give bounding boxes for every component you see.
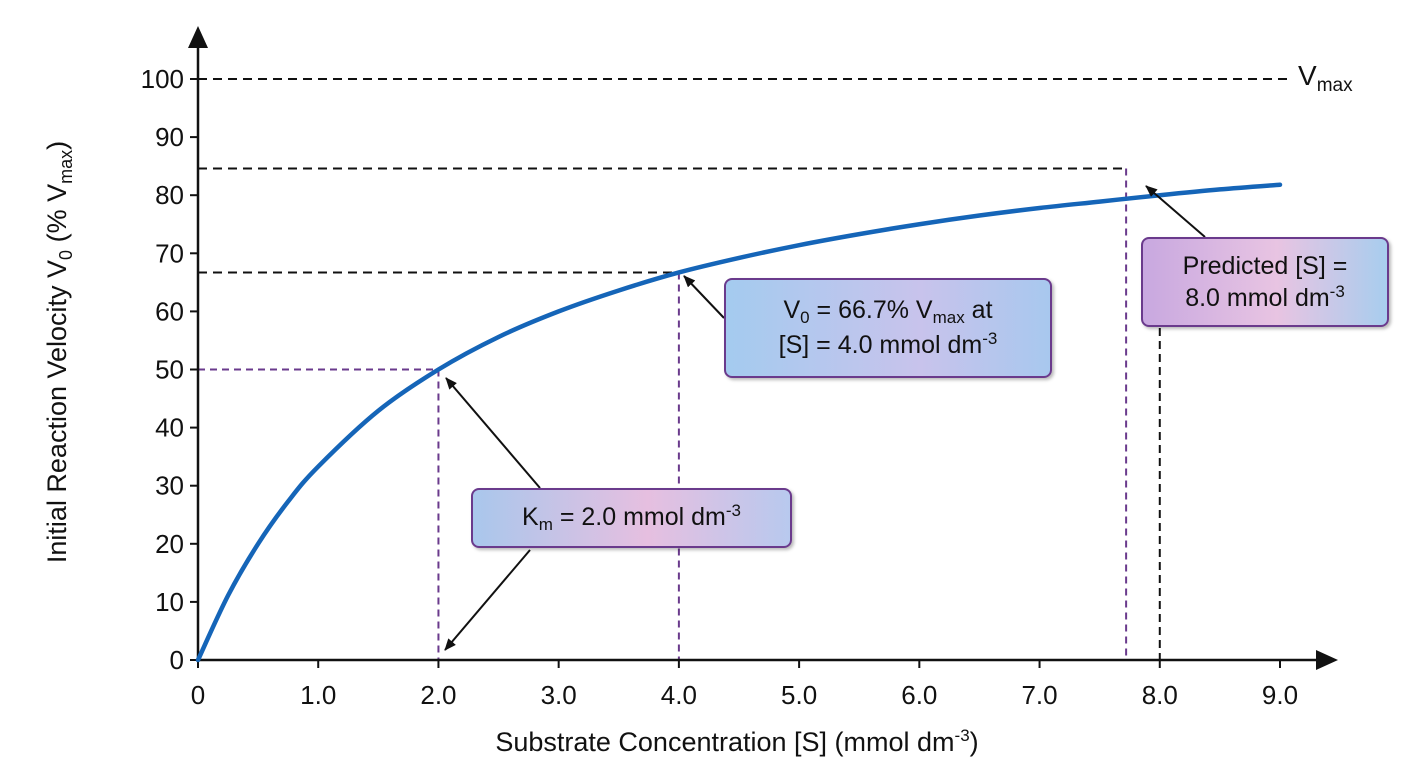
x-axis-title: Substrate Concentration [S] (mmol dm-3) (495, 726, 978, 757)
km-sup: -3 (725, 500, 741, 520)
km-callout: Km = 2.0 mmol dm-3 (471, 488, 792, 548)
y-axis-arrowhead (188, 26, 208, 48)
x-tick-label: 7.0 (1021, 680, 1057, 710)
y-tick-label: 50 (155, 355, 184, 385)
y-tick-label: 10 (155, 587, 184, 617)
y-tick-label: 20 (155, 529, 184, 559)
x-tick-label: 8.0 (1142, 680, 1178, 710)
annotation-arrows (444, 185, 1206, 651)
v0-callout: V0 = 66.7% Vmax at [S] = 4.0 mmol dm-3 (724, 278, 1052, 378)
x-tick-label: 9.0 (1262, 680, 1298, 710)
v0-mid: = 66.7% V (809, 296, 933, 325)
v0-end: at (964, 296, 993, 325)
y-tick-label: 80 (155, 180, 184, 210)
x-axis-arrowhead (1316, 650, 1338, 670)
v0-sub2: max (932, 308, 965, 328)
x-tick-label: 5.0 (781, 680, 817, 710)
pred-callout-line2: 8.0 mmol dm-3 (1185, 282, 1345, 314)
v0-line2: [S] = 4.0 mmol dm (778, 331, 983, 360)
vmax-label-sub: max (1316, 75, 1353, 96)
pred-line2: 8.0 mmol dm (1185, 283, 1330, 312)
y-tick-label: 0 (170, 645, 184, 675)
x-tick-label: 2.0 (420, 680, 456, 710)
km-arrow-up (445, 377, 541, 489)
y-tick-label: 40 (155, 413, 184, 443)
y-axis-title-main: Initial Reaction Velocity V (42, 260, 72, 563)
y-tick-label: 100 (141, 64, 184, 94)
x-tick-label: 4.0 (661, 680, 697, 710)
v0-arrow (683, 275, 725, 319)
y-axis-title: Initial Reaction Velocity V0 (% Vmax) (42, 141, 76, 563)
y-axis-title-sub: 0 (56, 250, 76, 260)
y-axis-title-end: ) (42, 141, 72, 150)
x-tick-label: 3.0 (541, 680, 577, 710)
v0-callout-line2: [S] = 4.0 mmol dm-3 (779, 329, 998, 361)
x-axis-title-sup: -3 (955, 726, 970, 745)
vmax-label-main: V (1298, 60, 1317, 91)
ticks: 0 1.0 2.0 3.0 4.0 5.0 6.0 7.0 8.0 9.0 0 10 20 30 40 50 6… (141, 64, 1298, 710)
predicted-callout: Predicted [S] = 8.0 mmol dm-3 (1141, 237, 1389, 327)
x-axis-title-end: ) (970, 727, 979, 757)
y-axis-title-mid: (% V (42, 184, 72, 250)
velocity-curve (195, 182, 1283, 663)
v0-prefix: V (783, 296, 801, 325)
vmax-label: Vmax (1298, 60, 1353, 97)
km-sub: m (538, 514, 553, 534)
km-arrow-down (444, 549, 531, 651)
series-layer (195, 182, 1283, 663)
y-tick-label: 70 (155, 238, 184, 268)
x-tick-label: 1.0 (300, 680, 336, 710)
v0-sub: 0 (800, 308, 810, 328)
pred-line2-sup: -3 (1329, 281, 1345, 301)
y-axis-title-sub2: max (56, 150, 76, 184)
v0-line2-sup: -3 (982, 329, 998, 349)
km-text: = 2.0 mmol dm (552, 502, 726, 531)
pred-callout-line1: Predicted [S] = (1182, 252, 1348, 280)
x-tick-label: 0 (191, 680, 205, 710)
y-tick-label: 90 (155, 122, 184, 152)
pred-arrow (1145, 185, 1206, 238)
x-axis-title-main: Substrate Concentration [S] (mmol dm (495, 727, 954, 757)
km-callout-line: Km = 2.0 mmol dm-3 (522, 501, 741, 536)
y-tick-label: 30 (155, 471, 184, 501)
x-tick-label: 6.0 (901, 680, 937, 710)
km-prefix: K (522, 502, 539, 531)
v0-callout-line1: V0 = 66.7% Vmax at (783, 295, 992, 329)
reference-lines (198, 78, 1290, 660)
y-tick-label: 60 (155, 296, 184, 326)
